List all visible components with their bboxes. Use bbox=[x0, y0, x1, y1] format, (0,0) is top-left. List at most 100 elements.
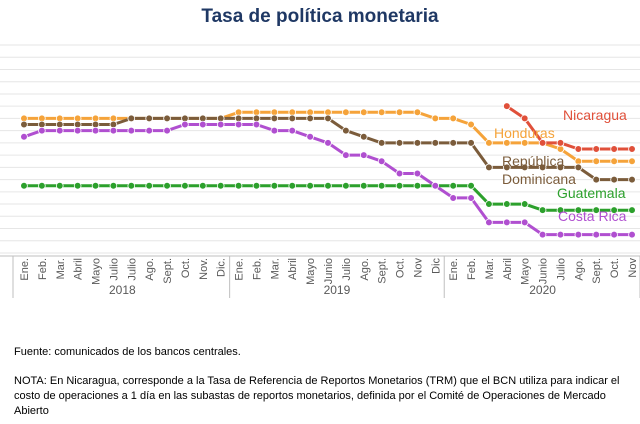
data-point bbox=[538, 139, 547, 147]
data-point bbox=[520, 218, 529, 227]
data-point bbox=[574, 230, 583, 239]
data-point bbox=[359, 132, 368, 141]
data-point bbox=[485, 218, 493, 227]
data-point bbox=[181, 120, 189, 129]
data-point bbox=[252, 181, 261, 190]
data-point bbox=[127, 126, 136, 135]
data-point bbox=[270, 114, 279, 123]
data-point bbox=[628, 157, 636, 166]
data-point bbox=[574, 163, 583, 172]
data-point bbox=[503, 102, 511, 110]
data-point bbox=[127, 114, 136, 123]
x-tick-label: Abril bbox=[73, 258, 85, 280]
series-label: Honduras bbox=[494, 125, 555, 141]
data-point bbox=[395, 139, 404, 147]
x-tick-label: Mayo bbox=[305, 258, 317, 285]
data-point bbox=[592, 145, 601, 153]
data-point bbox=[503, 163, 511, 172]
data-point bbox=[38, 181, 46, 190]
data-point bbox=[431, 139, 440, 147]
data-point bbox=[109, 181, 118, 190]
data-point bbox=[359, 151, 368, 159]
data-point bbox=[324, 181, 332, 190]
data-point bbox=[163, 114, 171, 123]
data-point bbox=[199, 181, 207, 190]
data-point bbox=[449, 114, 457, 123]
year-label: 2019 bbox=[324, 283, 351, 297]
x-tick-label: Ene. bbox=[19, 258, 31, 281]
data-point bbox=[467, 120, 475, 129]
x-tick-label: Julio bbox=[341, 258, 353, 281]
data-point bbox=[610, 157, 618, 166]
x-tick-label: Ago. bbox=[573, 258, 585, 281]
year-label: 2020 bbox=[529, 283, 556, 297]
data-point bbox=[628, 206, 636, 214]
data-point bbox=[520, 139, 529, 147]
series-label: Costa Rica bbox=[558, 208, 627, 224]
x-tick-label: Oct. bbox=[180, 258, 192, 278]
data-point bbox=[234, 120, 243, 129]
data-point bbox=[270, 181, 279, 190]
data-point bbox=[592, 230, 601, 239]
x-tick-label: Julio bbox=[108, 258, 120, 281]
line-chart: Ene. Feb. Mar. Abril Mayo Julio Julio Ago. Sept.… bbox=[0, 44, 640, 298]
data-point bbox=[520, 200, 529, 208]
x-tick-label: Abril bbox=[502, 258, 514, 280]
data-point bbox=[610, 145, 618, 153]
data-point bbox=[610, 230, 618, 239]
data-point bbox=[342, 126, 350, 135]
x-axis: Ene. Feb. Mar. Abril Mayo Julio Julio Ago. Sept.… bbox=[0, 255, 640, 298]
x-tick-label: Ene. bbox=[448, 258, 460, 281]
data-point bbox=[288, 181, 297, 190]
data-point bbox=[538, 230, 547, 239]
x-tick-label: Dic. bbox=[216, 258, 228, 277]
data-point bbox=[395, 108, 404, 117]
data-point bbox=[610, 206, 618, 214]
data-point bbox=[467, 181, 475, 190]
data-point bbox=[55, 126, 64, 135]
data-point bbox=[216, 120, 225, 129]
footnote: NOTA: En Nicaragua, corresponde a la Tas… bbox=[14, 375, 620, 417]
data-point bbox=[377, 157, 386, 166]
data-point bbox=[485, 163, 493, 172]
data-point bbox=[592, 206, 601, 214]
gridlines bbox=[0, 44, 640, 254]
x-tick-label: Dic bbox=[430, 258, 442, 274]
data-point bbox=[145, 114, 153, 123]
data-point bbox=[628, 230, 636, 239]
x-tick-label: Nov. bbox=[198, 258, 210, 280]
data-point bbox=[574, 145, 583, 153]
data-point bbox=[73, 126, 82, 135]
data-point bbox=[20, 181, 28, 190]
data-point bbox=[20, 132, 28, 141]
data-point bbox=[413, 139, 422, 147]
x-tick-label: Julio bbox=[126, 258, 138, 281]
data-point bbox=[38, 126, 46, 135]
data-point bbox=[288, 126, 297, 135]
series-label: Guatemala bbox=[557, 185, 626, 201]
data-point bbox=[538, 163, 547, 172]
data-point bbox=[216, 181, 225, 190]
series-costa-rica bbox=[20, 120, 636, 239]
data-point bbox=[556, 206, 565, 214]
x-tick-label: Julio bbox=[555, 258, 567, 281]
x-tick-label: Junio bbox=[538, 258, 550, 284]
data-point bbox=[485, 200, 493, 208]
data-point bbox=[324, 114, 332, 123]
data-point bbox=[377, 108, 386, 117]
x-tick-label: Nov bbox=[627, 258, 639, 278]
data-point bbox=[467, 139, 475, 147]
data-point bbox=[503, 139, 511, 147]
data-point bbox=[342, 151, 350, 159]
x-tick-label: Oct. bbox=[395, 258, 407, 278]
data-point bbox=[234, 181, 243, 190]
data-point bbox=[181, 181, 189, 190]
data-point bbox=[503, 200, 511, 208]
series-label: República bbox=[502, 153, 564, 169]
data-point bbox=[431, 181, 440, 190]
data-point bbox=[628, 145, 636, 153]
data-point bbox=[574, 206, 583, 214]
data-point bbox=[413, 169, 422, 178]
x-tick-label: Mar. bbox=[269, 258, 281, 279]
data-point bbox=[395, 181, 404, 190]
